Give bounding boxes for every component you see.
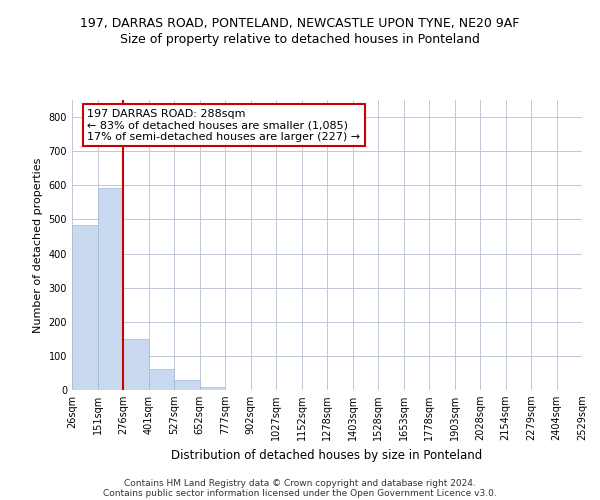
Text: Contains HM Land Registry data © Crown copyright and database right 2024.: Contains HM Land Registry data © Crown c…	[124, 478, 476, 488]
Bar	[199, 386, 225, 390]
Text: 197, DARRAS ROAD, PONTELAND, NEWCASTLE UPON TYNE, NE20 9AF: 197, DARRAS ROAD, PONTELAND, NEWCASTLE U…	[80, 18, 520, 30]
Bar	[123, 339, 149, 390]
Bar	[97, 188, 123, 390]
Y-axis label: Number of detached properties: Number of detached properties	[33, 158, 43, 332]
X-axis label: Distribution of detached houses by size in Ponteland: Distribution of detached houses by size …	[172, 449, 482, 462]
Bar	[174, 380, 199, 390]
Text: Contains public sector information licensed under the Open Government Licence v3: Contains public sector information licen…	[103, 488, 497, 498]
Text: Size of property relative to detached houses in Ponteland: Size of property relative to detached ho…	[120, 32, 480, 46]
Bar	[149, 369, 174, 390]
Bar	[72, 224, 97, 390]
Text: 197 DARRAS ROAD: 288sqm
← 83% of detached houses are smaller (1,085)
17% of semi: 197 DARRAS ROAD: 288sqm ← 83% of detache…	[88, 108, 361, 142]
